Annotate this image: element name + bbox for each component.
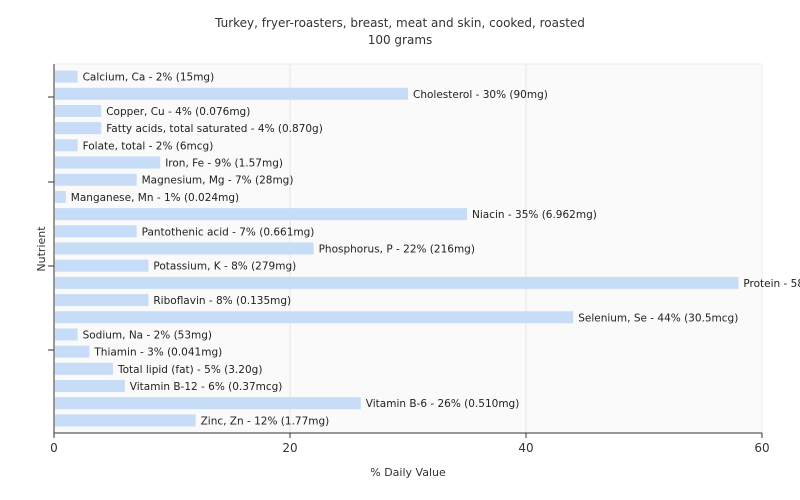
bar-total-lipid-fat	[55, 362, 113, 375]
bars-group: Calcium, Ca - 2% (15mg) Cholesterol - 30%…	[55, 70, 800, 427]
bar-label-copper-cu: Copper, Cu - 4% (0.076mg)	[106, 106, 250, 118]
y-axis-label: Nutrient	[35, 226, 48, 272]
x-tick-label: 40	[518, 441, 533, 455]
bar-selenium-se	[55, 311, 574, 324]
bar-potassium-k	[55, 259, 149, 272]
bar-label-sodium-na: Sodium, Na - 2% (53mg)	[83, 329, 212, 341]
bar-thiamin	[55, 345, 90, 358]
bar-label-fatty-acids-total-saturated: Fatty acids, total saturated - 4% (0.870…	[106, 123, 323, 135]
bar-label-folate-total: Folate, total - 2% (6mcg)	[83, 140, 214, 152]
x-tick-label: 20	[282, 441, 297, 455]
bar-calcium-ca	[55, 70, 78, 83]
bar-cholesterol	[55, 87, 408, 100]
bar-label-protein: Protein - 58% (29.07g)	[743, 278, 800, 290]
bar-zinc-zn	[55, 414, 196, 427]
bar-label-thiamin: Thiamin - 3% (0.041mg)	[93, 347, 222, 359]
bar-label-magnesium-mg: Magnesium, Mg - 7% (28mg)	[142, 175, 294, 187]
chart-title: Turkey, fryer-roasters, breast, meat and…	[214, 16, 585, 30]
bar-label-niacin: Niacin - 35% (6.962mg)	[472, 209, 597, 221]
bar-label-vitamin-b-12: Vitamin B-12 - 6% (0.37mcg)	[130, 381, 283, 393]
bar-label-vitamin-b-6: Vitamin B-6 - 26% (0.510mg)	[366, 398, 520, 410]
bar-vitamin-b-12	[55, 380, 125, 393]
bar-label-potassium-k: Potassium, K - 8% (279mg)	[153, 261, 296, 273]
x-tick-label: 0	[50, 441, 58, 455]
axes-group: 0 20 40 60	[48, 64, 770, 455]
bar-magnesium-mg	[55, 173, 137, 186]
chart-subtitle: 100 grams	[368, 33, 433, 47]
bar-label-cholesterol: Cholesterol - 30% (90mg)	[413, 89, 548, 101]
x-axis-label: % Daily Value	[370, 466, 446, 479]
bar-iron-fe	[55, 156, 161, 169]
bar-label-calcium-ca: Calcium, Ca - 2% (15mg)	[83, 72, 215, 84]
bar-vitamin-b-6	[55, 397, 361, 410]
bar-label-iron-fe: Iron, Fe - 9% (1.57mg)	[165, 158, 283, 170]
x-tick-label: 60	[754, 441, 769, 455]
bar-label-phosphorus-p: Phosphorus, P - 22% (216mg)	[319, 244, 475, 256]
bar-fatty-acids-total-saturated	[55, 122, 102, 135]
bar-label-zinc-zn: Zinc, Zn - 12% (1.77mg)	[201, 415, 330, 427]
bar-riboflavin	[55, 294, 149, 307]
bar-protein	[55, 276, 739, 289]
bar-label-riboflavin: Riboflavin - 8% (0.135mg)	[153, 295, 291, 307]
bar-sodium-na	[55, 328, 78, 341]
bar-manganese-mn	[55, 190, 66, 203]
bar-label-total-lipid-fat: Total lipid (fat) - 5% (3.20g)	[117, 364, 262, 376]
bar-niacin	[55, 208, 467, 221]
bar-label-pantothenic-acid: Pantothenic acid - 7% (0.661mg)	[142, 226, 315, 238]
bar-copper-cu	[55, 104, 102, 117]
bar-label-manganese-mn: Manganese, Mn - 1% (0.024mg)	[71, 192, 239, 204]
bar-pantothenic-acid	[55, 225, 137, 238]
bar-folate-total	[55, 139, 78, 152]
bar-phosphorus-p	[55, 242, 314, 255]
bar-label-selenium-se: Selenium, Se - 44% (30.5mcg)	[578, 312, 738, 324]
